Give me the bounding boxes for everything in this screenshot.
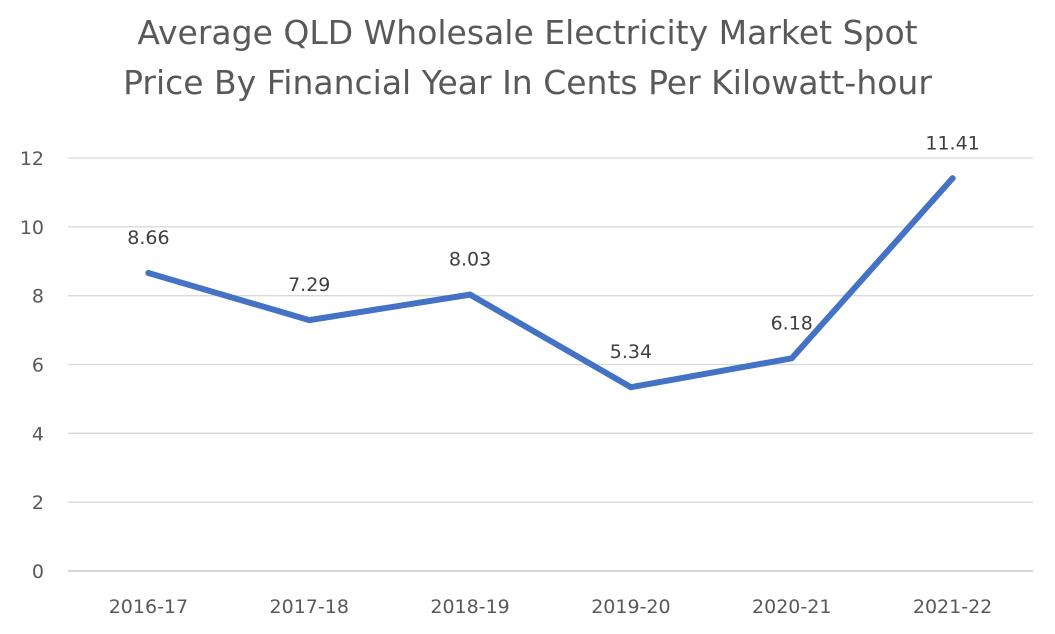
y-tick-label: 2 <box>32 492 44 514</box>
data-label: 6.18 <box>771 312 813 334</box>
chart-title: Average QLD Wholesale Electricity Market… <box>0 8 1055 108</box>
data-label: 11.41 <box>925 132 979 154</box>
x-tick-label: 2021-22 <box>913 596 992 618</box>
y-tick-label: 10 <box>20 217 44 239</box>
data-label: 8.03 <box>449 249 491 271</box>
chart-title-line-1: Average QLD Wholesale Electricity Market… <box>137 13 918 52</box>
data-point <box>788 355 795 362</box>
y-tick-label: 8 <box>32 286 44 308</box>
x-axis-ticks: 2016-17 2017-18 2018-19 2019-20 2020-21 2021-… <box>109 596 993 618</box>
data-point <box>627 384 634 391</box>
series-group <box>145 175 956 391</box>
chart-title-line-2: Price By Financial Year In Cents Per Kil… <box>123 63 932 102</box>
y-tick-label: 12 <box>20 148 44 170</box>
y-axis-ticks: 0 2 4 6 8 10 12 <box>20 148 44 583</box>
data-point <box>467 291 474 298</box>
data-point <box>949 175 956 182</box>
series-line <box>145 175 956 391</box>
y-tick-label: 4 <box>32 423 44 445</box>
data-labels: 8.66 7.29 8.03 5.34 6.18 11.41 <box>127 132 980 363</box>
x-tick-label: 2019-20 <box>591 596 670 618</box>
x-tick-label: 2020-21 <box>752 596 831 618</box>
data-label: 5.34 <box>610 341 652 363</box>
x-tick-label: 2016-17 <box>109 596 188 618</box>
data-label: 8.66 <box>127 227 169 249</box>
gridlines <box>68 157 1033 572</box>
y-tick-label: 0 <box>32 561 44 583</box>
x-tick-label: 2017-18 <box>270 596 349 618</box>
data-label: 7.29 <box>288 274 330 296</box>
x-tick-label: 2018-19 <box>430 596 509 618</box>
data-point <box>145 269 152 276</box>
data-point <box>306 317 313 324</box>
y-tick-label: 6 <box>32 355 44 377</box>
